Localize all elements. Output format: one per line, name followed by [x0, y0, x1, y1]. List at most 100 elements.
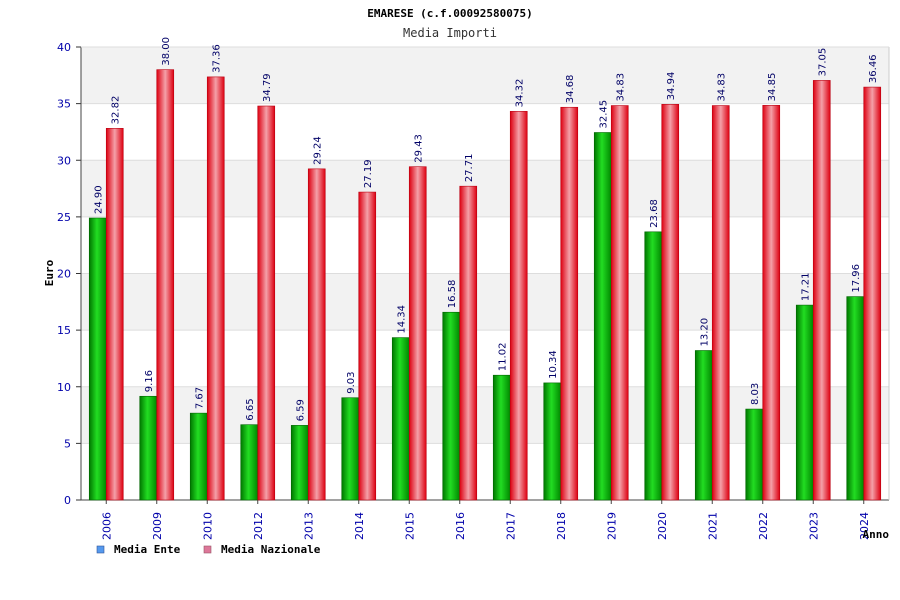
bar-media-ente: [694, 350, 713, 501]
data-label: 34.83: [717, 73, 728, 102]
bar-media-ente: [442, 311, 461, 501]
x-tick-label: 2018: [555, 512, 568, 540]
data-label: 32.82: [111, 96, 122, 125]
data-label: 9.03: [346, 371, 357, 393]
chart-subtitle: Media Importi: [403, 26, 497, 40]
data-label: 17.21: [801, 272, 812, 301]
data-label: 24.90: [94, 185, 105, 214]
data-label: 6.59: [296, 399, 307, 421]
bar-media-ente: [846, 296, 865, 501]
data-label: 38.00: [161, 37, 172, 66]
bar-media-ente: [189, 412, 208, 501]
data-label: 34.83: [616, 73, 627, 102]
data-label: 34.94: [666, 72, 677, 101]
y-tick-label: 30: [57, 154, 71, 167]
x-tick-label: 2016: [454, 512, 467, 540]
data-label: 29.24: [313, 136, 324, 165]
x-tick-label: 2013: [302, 512, 315, 540]
y-tick-label: 40: [57, 41, 71, 54]
bar-media-ente: [644, 231, 663, 501]
y-tick-label: 0: [64, 494, 71, 507]
bars: [88, 69, 882, 501]
bar-media-nazionale: [307, 168, 326, 501]
data-label: 37.36: [212, 44, 223, 73]
data-label: 9.16: [144, 370, 155, 392]
bar-media-ente: [341, 397, 360, 501]
y-axis-label: Euro: [43, 259, 56, 286]
x-tick-labels: 2006 2009 2010 2012 2013 2014 2015 2016 2017 2018…: [100, 512, 871, 540]
data-label: 37.05: [818, 48, 829, 77]
x-tick-label: 2015: [403, 512, 416, 540]
x-tick-label: 2009: [151, 512, 164, 540]
bar-media-nazionale: [661, 104, 680, 501]
data-label: 29.43: [414, 134, 425, 163]
bar-media-ente: [492, 374, 511, 501]
data-label: 23.68: [649, 199, 660, 228]
x-tick-label: 2021: [706, 512, 719, 540]
x-tick-label: 2020: [656, 512, 669, 540]
x-tick-label: 2019: [605, 512, 618, 540]
bar-media-ente: [593, 132, 612, 501]
data-labels: 24.90 32.82 9.16 38.00 7.67 37.36 6.65 34.79 6.5…: [94, 37, 880, 421]
data-label: 11.02: [498, 343, 509, 372]
x-tick-label: 2022: [757, 512, 770, 540]
bar-media-nazionale: [459, 185, 478, 501]
x-tick-label: 2010: [201, 512, 214, 540]
data-label: 34.85: [767, 73, 778, 102]
data-label: 6.65: [245, 398, 256, 420]
bar-media-ente: [88, 217, 107, 501]
bar-media-ente: [391, 337, 410, 501]
data-label: 34.79: [262, 73, 273, 102]
data-label: 10.34: [548, 350, 559, 379]
y-tick-label: 35: [57, 98, 71, 111]
y-tick-label: 20: [57, 268, 71, 281]
bar-media-nazionale: [257, 105, 276, 501]
x-tick-label: 2024: [858, 512, 871, 540]
data-label: 27.19: [363, 159, 374, 188]
data-label: 27.71: [464, 154, 475, 183]
legend-label-media-ente: Media Ente: [114, 543, 181, 556]
bar-media-ente: [139, 395, 158, 501]
chart-title: EMARESE (c.f.00092580075): [367, 7, 533, 20]
y-tick-labels: 0 5 10 15 20 25 30 35 40: [57, 41, 71, 507]
bar-media-nazionale: [358, 191, 377, 501]
data-label: 8.03: [750, 383, 761, 405]
x-tick-label: 2006: [100, 512, 113, 540]
bar-media-nazionale: [105, 128, 124, 501]
data-label: 17.96: [851, 264, 862, 293]
data-label: 36.46: [868, 54, 879, 83]
data-label: 34.68: [565, 75, 576, 104]
bar-media-nazionale: [156, 69, 175, 501]
x-tick-label: 2014: [353, 512, 366, 540]
y-tick-label: 25: [57, 211, 71, 224]
bar-media-ente: [745, 408, 764, 501]
y-tick-label: 5: [64, 437, 71, 450]
bar-media-ente: [795, 304, 814, 501]
data-label: 32.45: [599, 100, 610, 129]
y-tick-label: 15: [57, 324, 71, 337]
bar-media-ente: [290, 425, 309, 501]
bar-media-nazionale: [812, 80, 831, 501]
y-tick-label: 10: [57, 381, 71, 394]
bar-media-nazionale: [206, 76, 225, 501]
x-tick-label: 2017: [504, 512, 517, 540]
bar-media-nazionale: [762, 105, 781, 501]
bar-media-nazionale: [560, 106, 579, 501]
bar-media-nazionale: [509, 111, 528, 501]
bar-media-nazionale: [610, 105, 629, 501]
legend: Media Ente Media Nazionale: [96, 543, 321, 556]
x-tick-label: 2023: [807, 512, 820, 540]
bar-media-nazionale: [863, 86, 882, 501]
data-label: 13.20: [700, 318, 711, 347]
data-label: 34.32: [515, 79, 526, 108]
x-axis-label: Anno: [863, 528, 890, 541]
bar-media-nazionale: [711, 105, 730, 501]
legend-swatch-media-nazionale: [203, 545, 212, 554]
data-label: 7.67: [195, 387, 206, 409]
bar-media-ente: [240, 424, 259, 501]
legend-label-media-nazionale: Media Nazionale: [221, 543, 321, 556]
data-label: 14.34: [397, 305, 408, 334]
x-tick-label: 2012: [252, 512, 265, 540]
bar-media-ente: [543, 382, 562, 501]
